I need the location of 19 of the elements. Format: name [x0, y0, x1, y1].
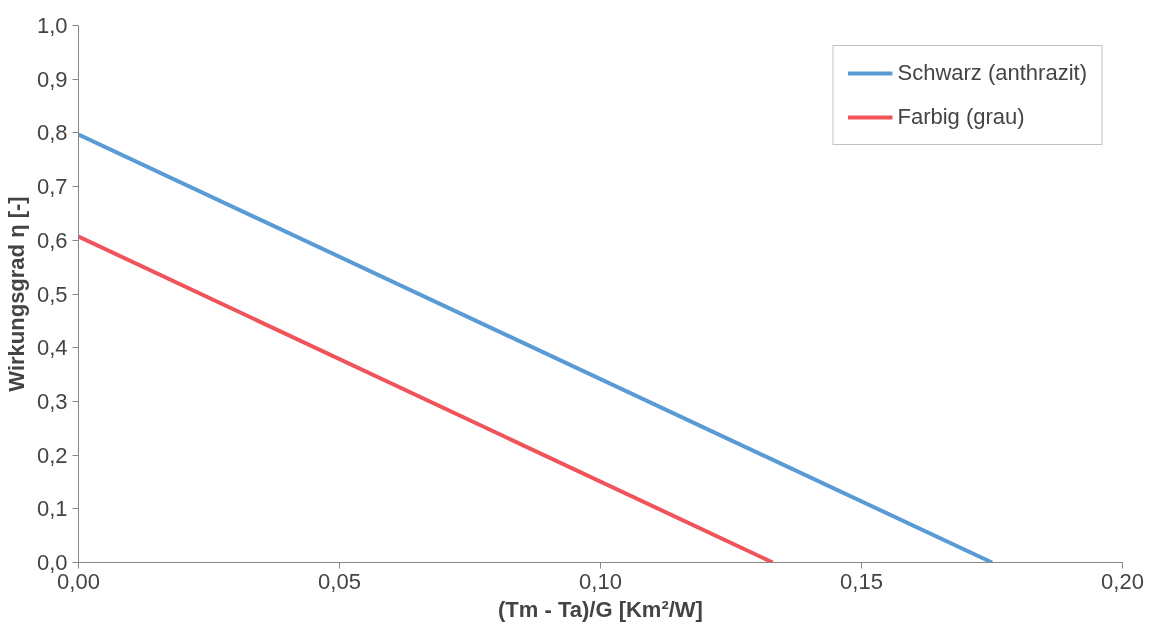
- y-tick-label: 0,0: [36, 550, 68, 575]
- y-tick-label: 0,7: [36, 174, 68, 200]
- y-tick-label: 0,1: [36, 496, 68, 522]
- y-tick-label: 0,5: [36, 281, 68, 307]
- x-tick-label: 0,20: [1101, 568, 1144, 594]
- y-tick-label: 0,4: [36, 335, 68, 361]
- x-axis-title: (Tm - Ta)/G [Km²/W]: [498, 596, 703, 622]
- legend-label: Schwarz (anthrazit): [897, 60, 1087, 86]
- legend-label: Farbig (grau): [897, 104, 1025, 130]
- y-tick-label: 0,9: [36, 66, 68, 92]
- y-tick-label: 1,0: [36, 13, 68, 38]
- y-tick-label: 0,8: [36, 120, 68, 146]
- y-tick-label: 0,6: [36, 227, 68, 253]
- y-axis-title: Wirkungsgrad η [-]: [3, 196, 29, 392]
- y-tick-label: 0,3: [36, 388, 68, 414]
- y-tick-label: 0,2: [36, 442, 68, 468]
- x-tick-label: 0,05: [318, 568, 361, 594]
- x-tick-label: 0,10: [579, 568, 622, 594]
- x-tick-label: 0,15: [840, 568, 883, 594]
